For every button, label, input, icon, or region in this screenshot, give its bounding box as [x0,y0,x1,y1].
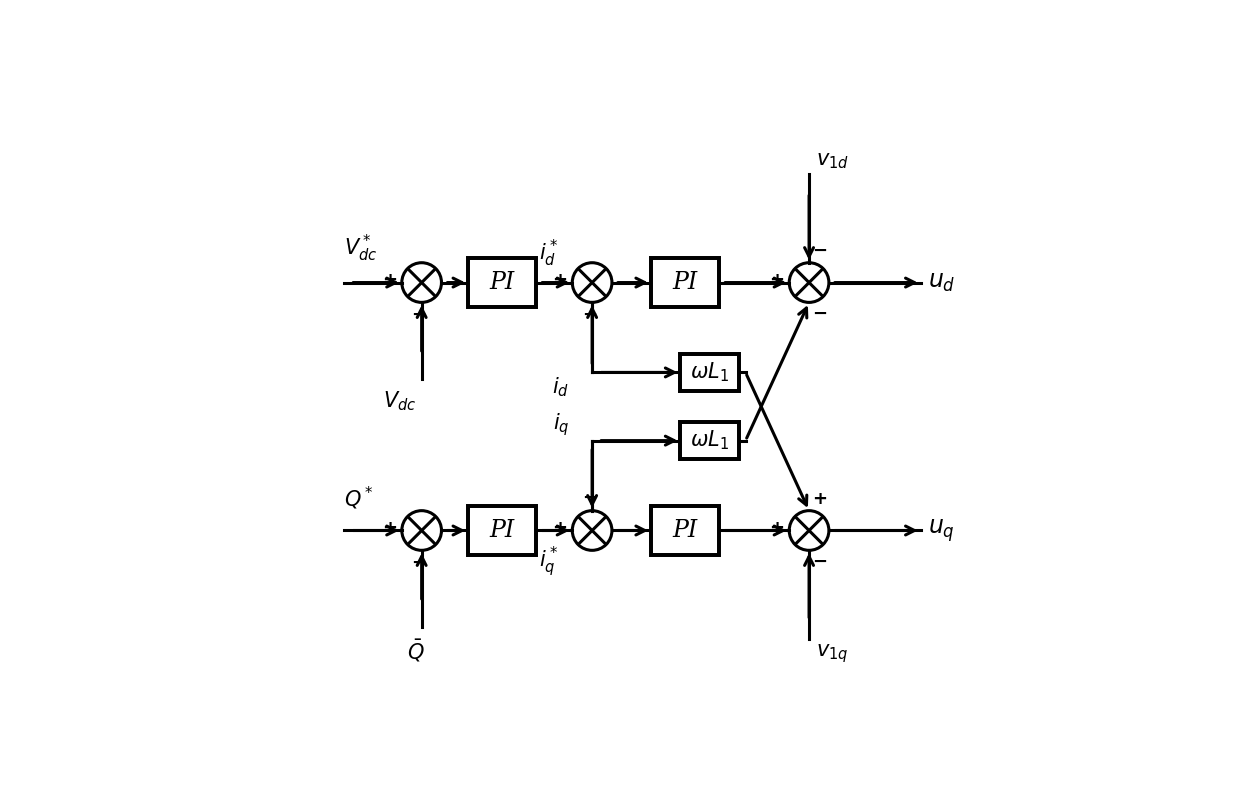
Text: −: − [582,306,598,324]
Text: +: + [769,271,784,289]
Text: PI: PI [490,271,515,294]
Bar [651,258,719,308]
Text: PI: PI [672,519,698,542]
Text: −: − [812,553,827,571]
Text: $Q^*$: $Q^*$ [345,485,374,512]
Text: $\bar{Q}$: $\bar{Q}$ [407,638,424,664]
Bar [651,506,719,555]
Text: $u_d$: $u_d$ [928,271,956,294]
Text: −: − [582,489,598,507]
Text: +: + [382,519,397,537]
Text: $i_d^*$: $i_d^*$ [539,237,558,269]
Text: −: − [412,306,427,324]
Bar [681,354,739,391]
Text: −: − [812,305,827,323]
Text: −: − [812,242,827,260]
Text: $V_{dc}$: $V_{dc}$ [383,390,417,414]
Text: +: + [552,519,568,537]
Text: PI: PI [672,271,698,294]
Text: −: − [412,554,427,572]
Text: +: + [812,490,827,508]
Text: $u_q$: $u_q$ [928,517,955,544]
Bar [469,258,537,308]
Text: $i_q$: $i_q$ [553,411,569,438]
Text: $i_q^*$: $i_q^*$ [539,544,558,579]
Bar [469,506,537,555]
Text: +: + [382,271,397,289]
Text: $v_{1d}$: $v_{1d}$ [816,151,849,171]
Text: +: + [552,271,568,289]
Bar [681,422,739,459]
Text: $\omega L_1$: $\omega L_1$ [691,361,729,384]
Text: $v_{1q}$: $v_{1q}$ [816,642,849,665]
Text: $V_{dc}^*$: $V_{dc}^*$ [345,233,377,264]
Text: +: + [769,519,784,537]
Text: $i_d$: $i_d$ [552,375,569,399]
Text: $\omega L_1$: $\omega L_1$ [691,429,729,452]
Text: PI: PI [490,519,515,542]
